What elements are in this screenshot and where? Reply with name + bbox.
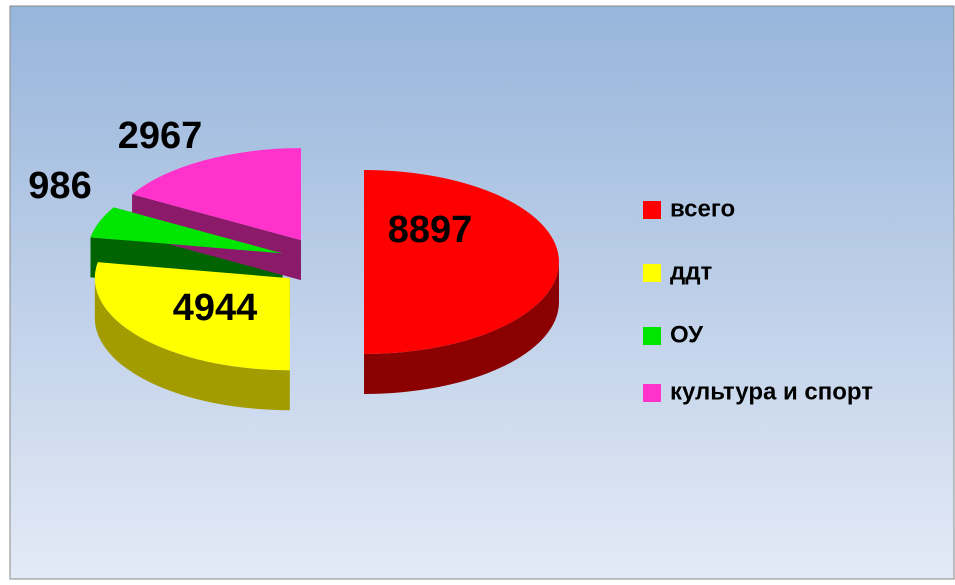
legend-label: культура и спорт (670, 378, 873, 405)
data-label: 8897 (388, 209, 473, 251)
legend-swatch (643, 264, 661, 282)
legend-label: ддт (670, 258, 712, 285)
data-label: 986 (28, 165, 91, 207)
slice (90, 207, 283, 254)
data-label: 2967 (118, 115, 203, 157)
legend-label: всего (670, 195, 735, 222)
legend-label: ОУ (670, 321, 704, 348)
slice (132, 148, 301, 241)
data-label: 4944 (173, 287, 258, 329)
slice-wall (94, 278, 290, 411)
legend-swatch (643, 327, 661, 345)
legend-swatch (643, 201, 661, 219)
slice (364, 170, 559, 354)
slice-wall (364, 262, 559, 394)
slice (94, 262, 290, 371)
legend-swatch (643, 384, 661, 402)
